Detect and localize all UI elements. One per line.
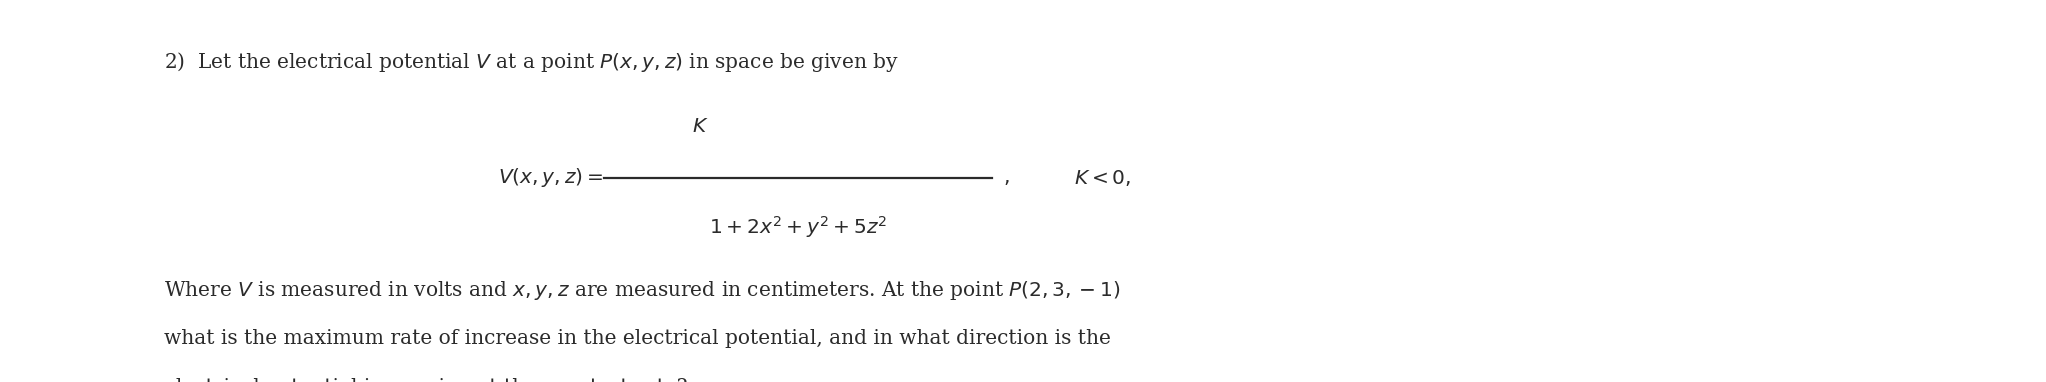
Text: Where $V$ is measured in volts and $x, y, z$ are measured in centimeters. At the: Where $V$ is measured in volts and $x, y…	[164, 279, 1119, 302]
Text: 2)  Let the electrical potential $V$ at a point $P(x, y, z)$ in space be given b: 2) Let the electrical potential $V$ at a…	[164, 50, 898, 74]
Text: $K$: $K$	[692, 117, 710, 136]
Text: electrical potential increasing at the greatest rate?: electrical potential increasing at the g…	[164, 378, 687, 382]
Text: $,$: $,$	[1003, 168, 1009, 187]
Text: $1 + 2x^2 + y^2 + 5z^2$: $1 + 2x^2 + y^2 + 5z^2$	[708, 214, 888, 240]
Text: $V(x, y, z) = $: $V(x, y, z) = $	[499, 166, 604, 189]
Text: what is the maximum rate of increase in the electrical potential, and in what di: what is the maximum rate of increase in …	[164, 329, 1111, 348]
Text: $K < 0,$: $K < 0,$	[1074, 168, 1131, 188]
